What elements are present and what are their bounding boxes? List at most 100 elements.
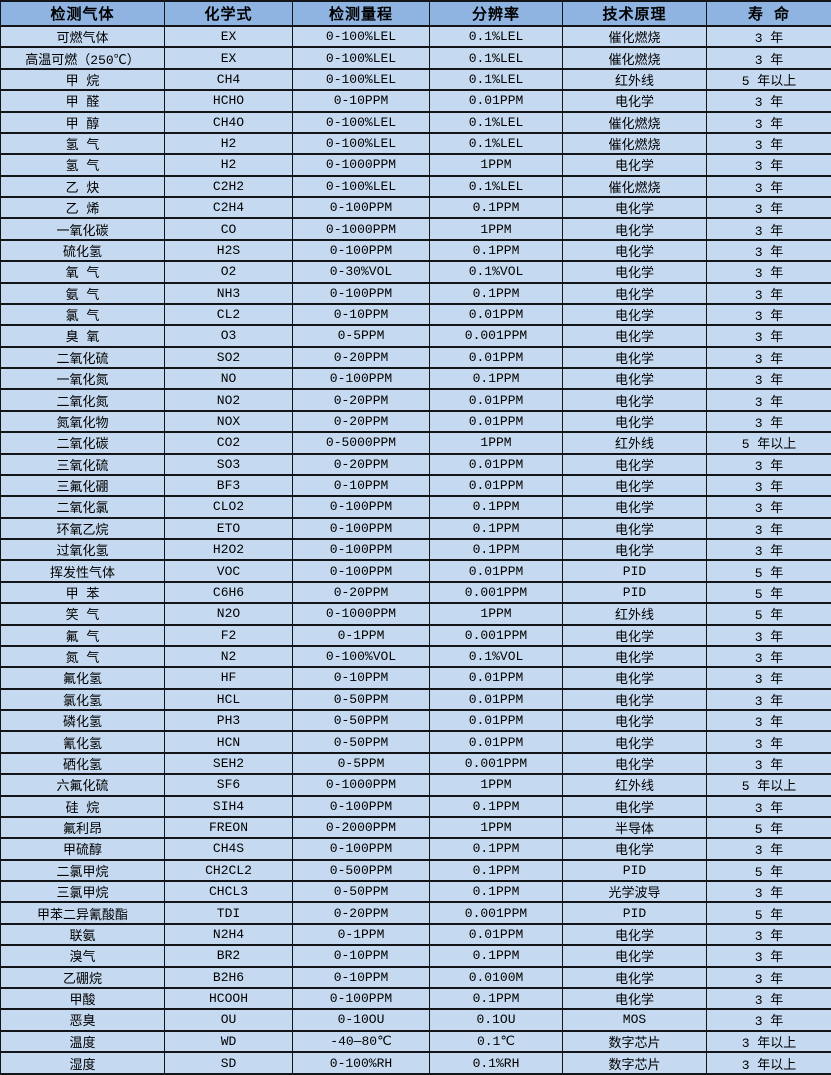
cell-resolution: 0.01PPM [429, 687, 563, 712]
cell-principle: 电化学 [562, 302, 707, 327]
table-row: 温度 WD -40—80℃ 0.1℃ 数字芯片 3 年以上 [0, 1029, 831, 1054]
cell-range: 0-20PPM [292, 452, 430, 476]
cell-range: 0-20PPM [292, 901, 430, 925]
cell-principle: 电化学 [562, 409, 707, 434]
cell-gas: 硅 烷 [0, 794, 165, 818]
cell-range: 0-100PPM [292, 837, 430, 861]
cell-lifespan: 3 年 [706, 388, 831, 412]
cell-gas: 磷化氢 [0, 708, 165, 733]
cell-resolution: 0.01PPM [429, 473, 563, 498]
column-header-formula: 化学式 [164, 0, 293, 27]
cell-resolution: 0.0100M [429, 965, 563, 989]
cell-gas: 六氟化硫 [0, 773, 165, 797]
cell-range: 0-30%VOL [292, 260, 430, 284]
cell-range: 0-100%LEL [292, 131, 430, 156]
cell-range: 0-1000PPM [292, 773, 430, 797]
cell-resolution: 0.1%VOL [429, 260, 563, 284]
cell-lifespan: 3 年 [706, 837, 831, 861]
column-header-principle: 技术原理 [562, 0, 707, 27]
cell-range: 0-1000PPM [292, 217, 430, 241]
cell-resolution: 1PPM [429, 773, 563, 797]
cell-resolution: 0.1%LEL [429, 67, 563, 92]
cell-lifespan: 3 年 [706, 452, 831, 476]
cell-principle: 电化学 [562, 89, 707, 113]
cell-lifespan: 3 年 [706, 345, 831, 370]
cell-formula: FREON [164, 815, 293, 840]
table-row: 三氟化硼 BF3 0-10PPM 0.01PPM 电化学 3 年 [0, 473, 831, 498]
cell-gas: 氢 气 [0, 153, 165, 177]
cell-range: 0-10PPM [292, 666, 430, 690]
table-row: 甲 醛 HCHO 0-10PPM 0.01PPM 电化学 3 年 [0, 89, 831, 113]
table-row: 一氧化氮 NO 0-100PPM 0.1PPM 电化学 3 年 [0, 366, 831, 391]
cell-principle: 电化学 [562, 388, 707, 412]
cell-range: 0-50PPM [292, 708, 430, 733]
cell-formula: H2 [164, 131, 293, 156]
cell-resolution: 0.01PPM [429, 452, 563, 476]
cell-formula: NOX [164, 409, 293, 434]
cell-gas: 三氯甲烷 [0, 879, 165, 904]
cell-resolution: 0.1PPM [429, 281, 563, 305]
table-row: 氨 气 NH3 0-100PPM 0.1PPM 电化学 3 年 [0, 281, 831, 305]
cell-gas: 一氧化氮 [0, 366, 165, 391]
cell-resolution: 0.001PPM [429, 751, 563, 776]
cell-range: 0-100%LEL [292, 24, 430, 49]
cell-range: 0-50PPM [292, 730, 430, 754]
cell-range: 0-100%LEL [292, 110, 430, 134]
cell-formula: CL2 [164, 302, 293, 327]
table-row: 二氯甲烷 CH2CL2 0-500PPM 0.1PPM PID 5 年 [0, 858, 831, 883]
cell-principle: 电化学 [562, 324, 707, 348]
cell-formula: VOC [164, 559, 293, 583]
cell-gas: 恶臭 [0, 1008, 165, 1032]
cell-range: 0-1000PPM [292, 602, 430, 626]
cell-principle: 电化学 [562, 794, 707, 818]
cell-gas: 硒化氢 [0, 751, 165, 776]
cell-resolution: 0.01PPM [429, 730, 563, 754]
cell-formula: BF3 [164, 473, 293, 498]
cell-gas: 甲 苯 [0, 580, 165, 605]
cell-range: 0-2000PPM [292, 815, 430, 840]
cell-lifespan: 3 年 [706, 110, 831, 134]
cell-range: 0-1PPM [292, 623, 430, 647]
cell-resolution: 1PPM [429, 153, 563, 177]
cell-gas: 氟化氢 [0, 666, 165, 690]
cell-lifespan: 5 年 [706, 901, 831, 925]
table-row: 过氧化氢 H2O2 0-100PPM 0.1PPM 电化学 3 年 [0, 537, 831, 562]
cell-resolution: 0.001PPM [429, 901, 563, 925]
cell-gas: 甲 醇 [0, 110, 165, 134]
cell-principle: 电化学 [562, 473, 707, 498]
cell-resolution: 0.01PPM [429, 559, 563, 583]
table-body: 可燃气体 EX 0-100%LEL 0.1%LEL 催化燃烧 3 年高温可燃（250℃） E… [0, 24, 831, 1075]
cell-resolution: 0.1PPM [429, 516, 563, 541]
cell-principle: 电化学 [562, 730, 707, 754]
table-row: 氢 气 H2 0-100%LEL 0.1%LEL 催化燃烧 3 年 [0, 131, 831, 156]
cell-gas: 二氧化硫 [0, 345, 165, 370]
cell-gas: 氢 气 [0, 131, 165, 156]
cell-formula: SO2 [164, 345, 293, 370]
cell-gas: 乙硼烷 [0, 965, 165, 989]
cell-formula: SIH4 [164, 794, 293, 818]
cell-resolution: 0.01PPM [429, 708, 563, 733]
cell-lifespan: 3 年 [706, 644, 831, 669]
cell-formula: CH4O [164, 110, 293, 134]
cell-resolution: 0.1%VOL [429, 644, 563, 669]
table-row: 甲硫醇 CH4S 0-100PPM 0.1PPM 电化学 3 年 [0, 837, 831, 861]
cell-formula: SEH2 [164, 751, 293, 776]
cell-principle: 电化学 [562, 644, 707, 669]
cell-principle: 电化学 [562, 837, 707, 861]
cell-range: 0-20PPM [292, 388, 430, 412]
cell-lifespan: 5 年 [706, 580, 831, 605]
cell-resolution: 1PPM [429, 217, 563, 241]
table-row: 氟利昂 FREON 0-2000PPM 1PPM 半导体 5 年 [0, 815, 831, 840]
cell-principle: 电化学 [562, 922, 707, 947]
table-row: 磷化氢 PH3 0-50PPM 0.01PPM 电化学 3 年 [0, 708, 831, 733]
cell-range: -40—80℃ [292, 1029, 430, 1054]
cell-range: 0-100%VOL [292, 644, 430, 669]
cell-range: 0-100PPM [292, 495, 430, 519]
cell-principle: 电化学 [562, 281, 707, 305]
column-header-lifespan: 寿 命 [706, 0, 831, 27]
cell-principle: 电化学 [562, 751, 707, 776]
cell-resolution: 0.001PPM [429, 623, 563, 647]
cell-principle: PID [562, 580, 707, 605]
cell-gas: 三氧化硫 [0, 452, 165, 476]
cell-resolution: 0.01PPM [429, 922, 563, 947]
